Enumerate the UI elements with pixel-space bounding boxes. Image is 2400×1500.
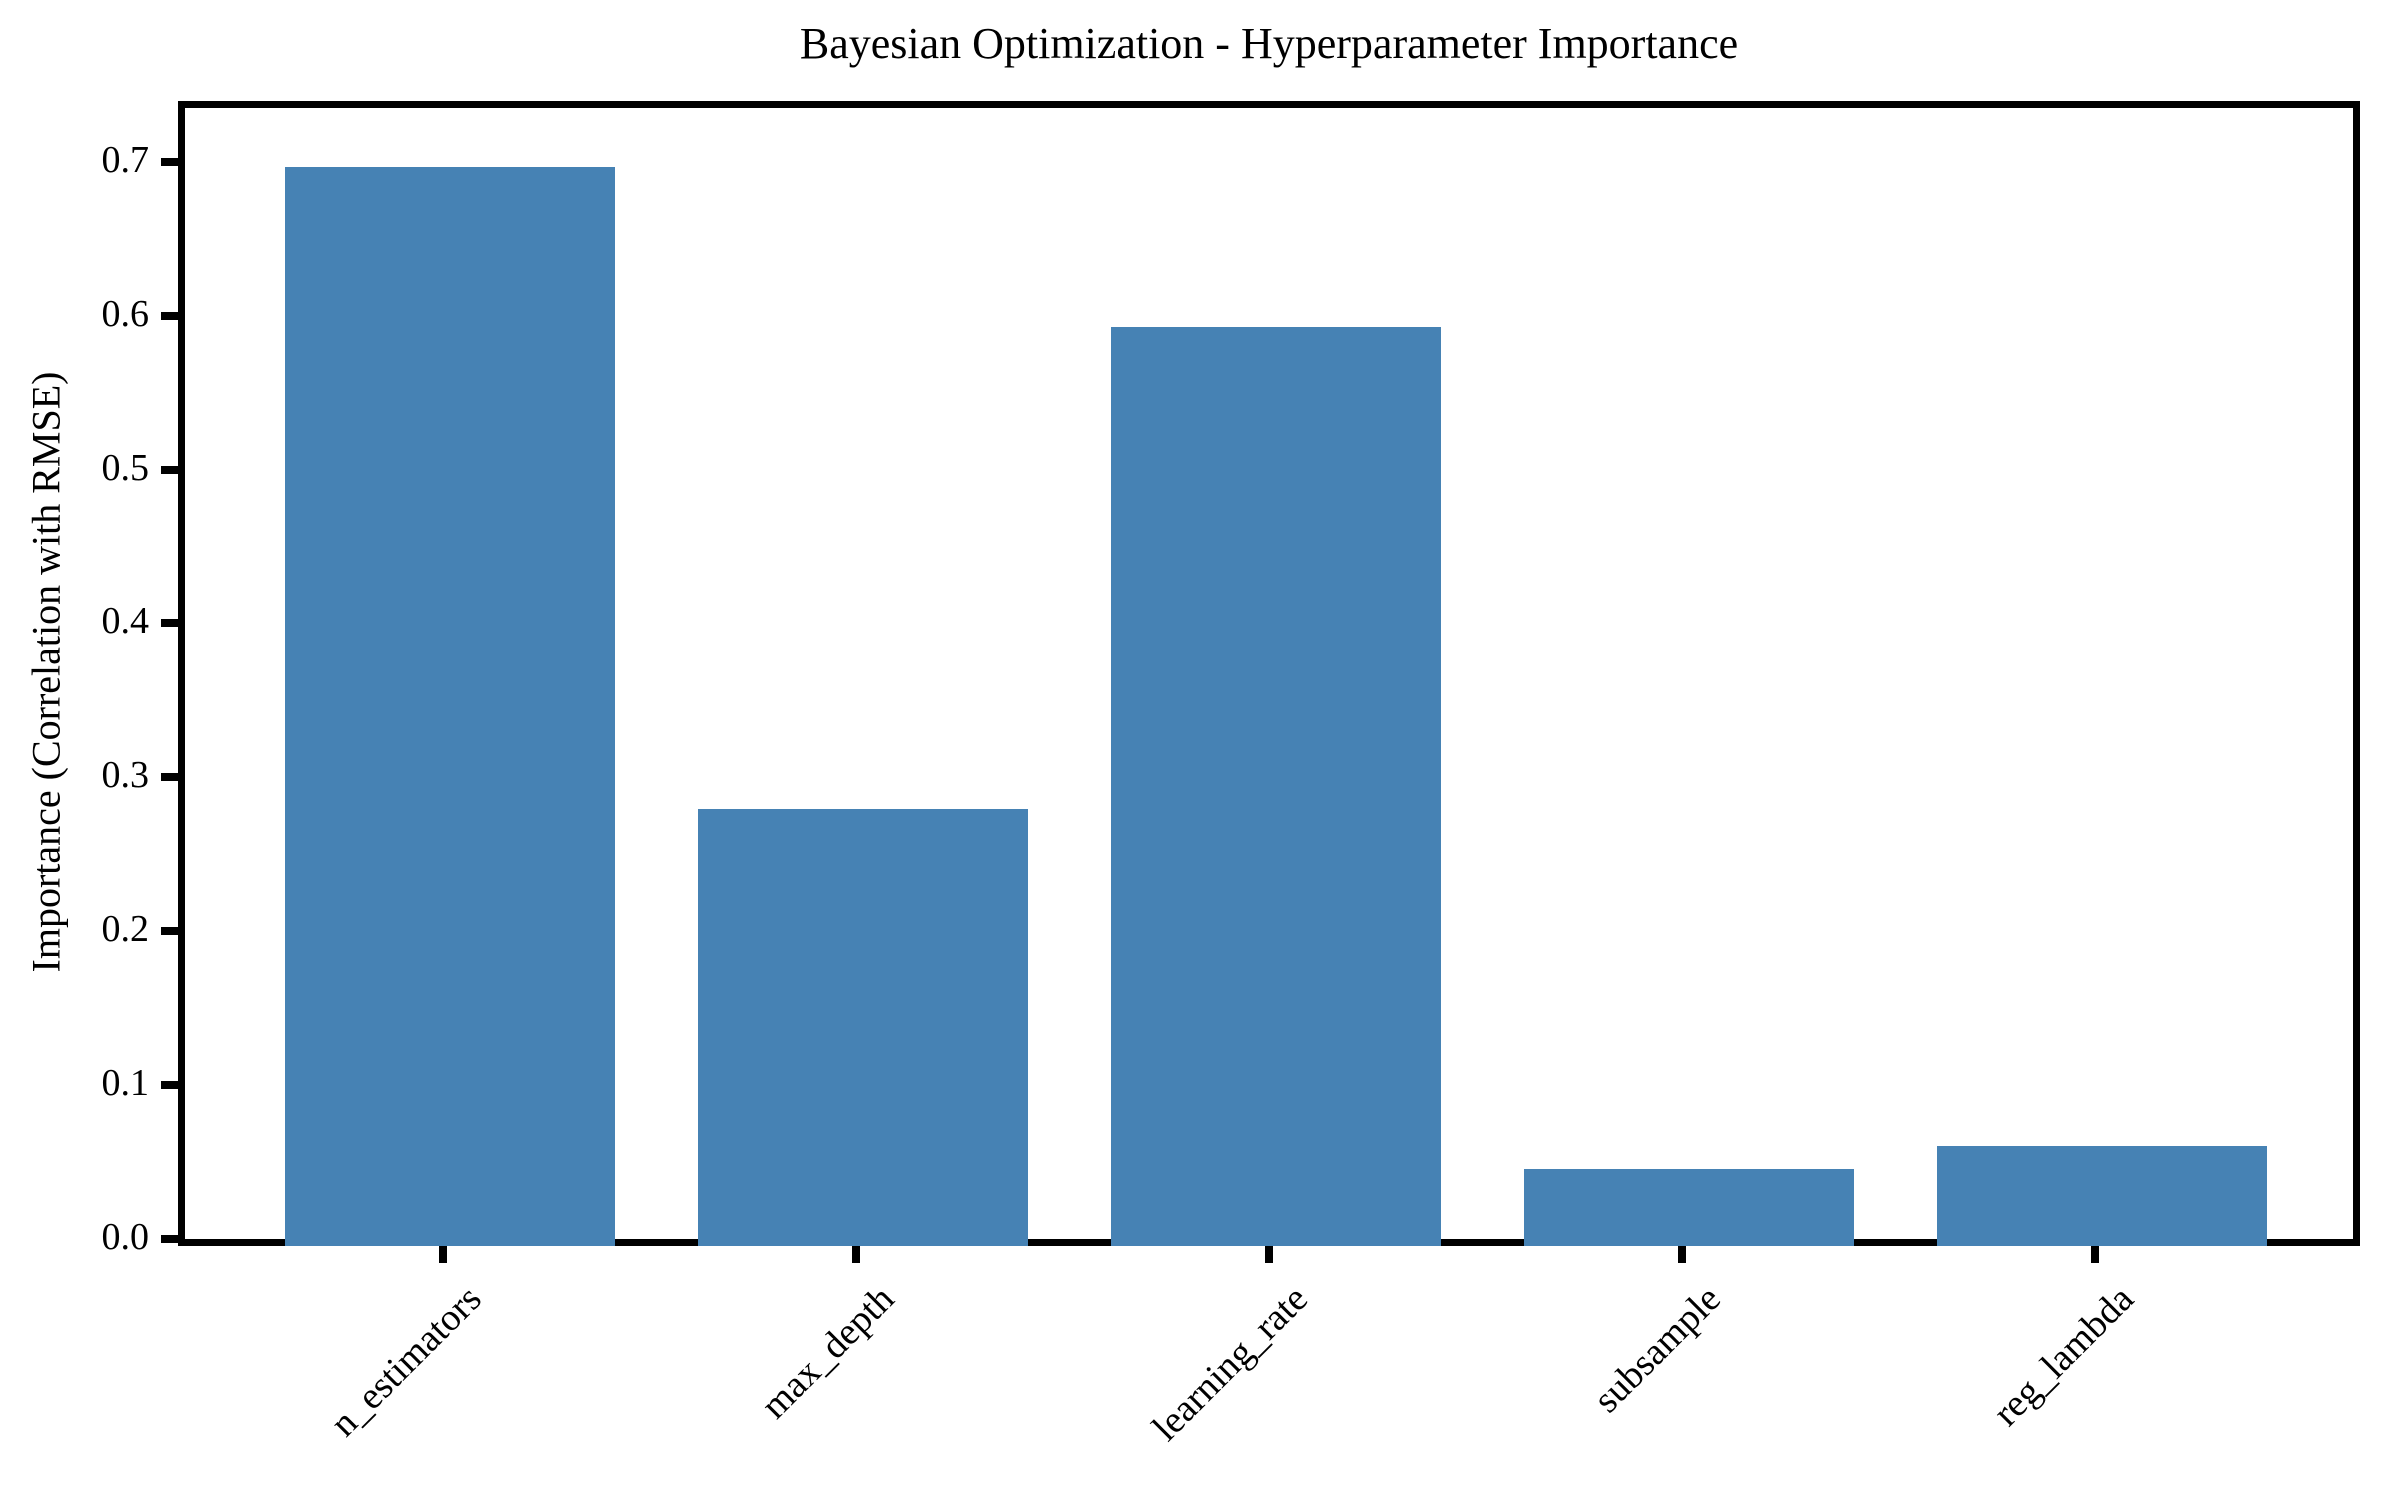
chart-title: Bayesian Optimization - Hyperparameter I…	[799, 19, 1739, 68]
bar-max_depth	[697, 809, 1029, 1246]
y-tick-mark-0.5	[161, 465, 178, 474]
x-tick-mark-learning_rate	[1265, 1246, 1273, 1263]
plot-area	[178, 101, 2360, 1246]
y-tick-label-0.5: 0.5	[101, 446, 150, 489]
y-tick-label-0.0: 0.0	[101, 1216, 150, 1259]
x-tick-label-text: max_depth	[753, 1277, 903, 1427]
x-tick-label-text: reg_lambda	[1984, 1277, 2142, 1435]
bar-learning_rate	[1110, 327, 1442, 1246]
y-tick-label-0.6: 0.6	[101, 292, 150, 335]
bar-reg_lambda	[1936, 1145, 2268, 1246]
bar-n_estimators	[284, 167, 616, 1246]
y-tick-mark-0.1	[161, 1081, 178, 1090]
y-tick-label-0.4: 0.4	[101, 600, 150, 643]
y-tick-label-0.1: 0.1	[101, 1062, 150, 1105]
x-tick-mark-reg_lambda	[2090, 1246, 2099, 1263]
y-tick-mark-0.7	[161, 157, 178, 166]
y-tick-mark-0.2	[161, 927, 178, 936]
y-tick-mark-0.0	[161, 1235, 178, 1243]
y-tick-label-0.2: 0.2	[101, 908, 150, 951]
y-tick-label-0.7: 0.7	[101, 139, 150, 182]
y-tick-label-0.3: 0.3	[101, 754, 150, 797]
bar-subsample	[1523, 1169, 1855, 1246]
bar-series	[192, 115, 2360, 1246]
x-tick-mark-max_depth	[852, 1246, 861, 1263]
x-tick-label-text: n_estimators	[322, 1277, 490, 1445]
y-tick-mark-0.4	[161, 619, 178, 628]
x-tick-mark-subsample	[1677, 1246, 1686, 1263]
y-tick-mark-0.3	[161, 773, 178, 782]
x-tick-label-text: learning_rate	[1143, 1277, 1316, 1450]
y-tick-mark-0.6	[161, 311, 178, 320]
x-tick-mark-n_estimators	[439, 1246, 448, 1263]
x-tick-label-text: subsample	[1585, 1277, 1729, 1421]
